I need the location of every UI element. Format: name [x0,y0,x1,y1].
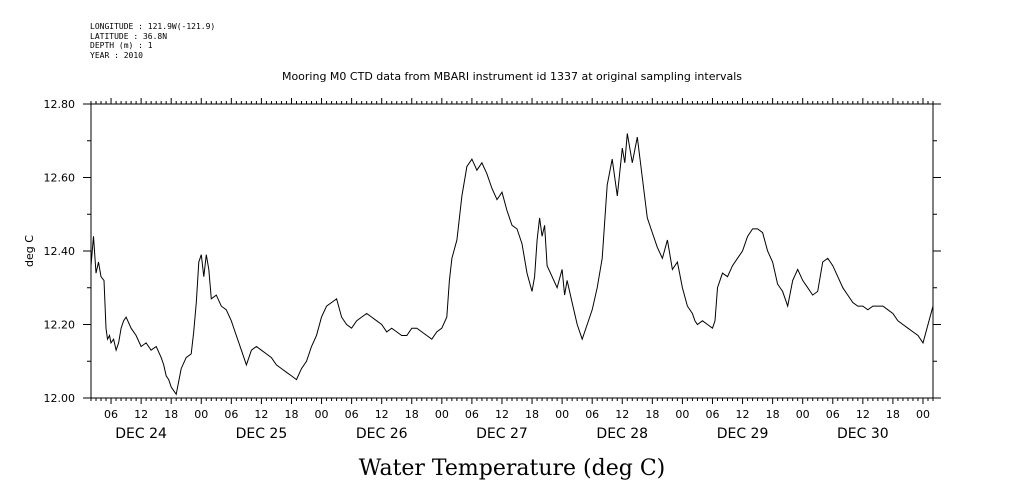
day-label: DEC 29 [717,426,769,442]
day-label: DEC 30 [837,426,889,442]
y-tick-label: 12.00 [44,392,76,405]
y-tick-label: 12.80 [44,98,76,111]
x-tick-label: 06 [104,408,118,421]
x-tick-label: 00 [675,408,689,421]
latitude-label: LATITUDE : 36.8N [90,31,168,41]
x-tick-label: 12 [736,408,750,421]
x-tick-label: 12 [856,408,870,421]
x-tick-label: 06 [705,408,719,421]
longitude-label: LONGITUDE : 121.9W(-121.9) [90,22,216,31]
x-tick-label: 06 [465,408,479,421]
x-tick-label: 06 [224,408,238,421]
x-tick-label: 18 [645,408,659,421]
x-tick-label: 00 [916,408,930,421]
x-tick-labels: 06 12 18 00 06 12 18 00 06 12 18 00 06 12 18 00 06 12 18 00… [104,408,930,421]
x-tick-label: 12 [375,408,389,421]
series-line-water-temperature [90,133,934,396]
x-tick-label: 12 [254,408,268,421]
x-tick-label: 00 [555,408,569,421]
day-label: DEC 25 [236,426,288,442]
x-tick-label: 12 [495,408,509,421]
x-tick-label: 12 [615,408,629,421]
x-tick-label: 00 [796,408,810,421]
x-axis-title: Water Temperature (deg C) [359,456,666,481]
y-tick-label: 12.40 [44,245,76,258]
x-tick-label: 06 [585,408,599,421]
x-tick-label: 18 [284,408,298,421]
day-label: DEC 27 [476,426,528,442]
y-tick-labels: 12.00 12.20 12.40 12.60 12.80 [44,98,76,405]
depth-label: DEPTH (m) : 1 [90,41,153,50]
x-tick-label: 00 [194,408,208,421]
x-tick-label: 18 [886,408,900,421]
year-label: YEAR : 2010 [90,50,143,60]
y-tick-label: 12.20 [44,319,76,332]
chart-title: Mooring M0 CTD data from MBARI instrumen… [282,70,742,83]
axis-ticks [83,98,941,404]
x-tick-label: 18 [164,408,178,421]
day-label: DEC 28 [596,426,648,442]
x-tick-label: 18 [405,408,419,421]
x-tick-label: 12 [134,408,148,421]
day-label: DEC 26 [356,426,408,442]
y-tick-label: 12.60 [44,172,76,185]
y-axis-label: deg C [23,235,36,267]
x-tick-label: 06 [345,408,359,421]
day-labels: DEC 24 DEC 25 DEC 26 DEC 27 DEC 28 DEC 29 DEC … [115,426,888,442]
x-tick-label: 00 [315,408,329,421]
x-tick-label: 18 [766,408,780,421]
x-tick-label: 18 [525,408,539,421]
plot-frame [90,103,934,399]
x-tick-label: 00 [435,408,449,421]
x-tick-label: 06 [826,408,840,421]
day-label: DEC 24 [115,426,167,442]
metadata-block: LONGITUDE : 121.9W(-121.9) LATITUDE : 36… [90,22,215,60]
